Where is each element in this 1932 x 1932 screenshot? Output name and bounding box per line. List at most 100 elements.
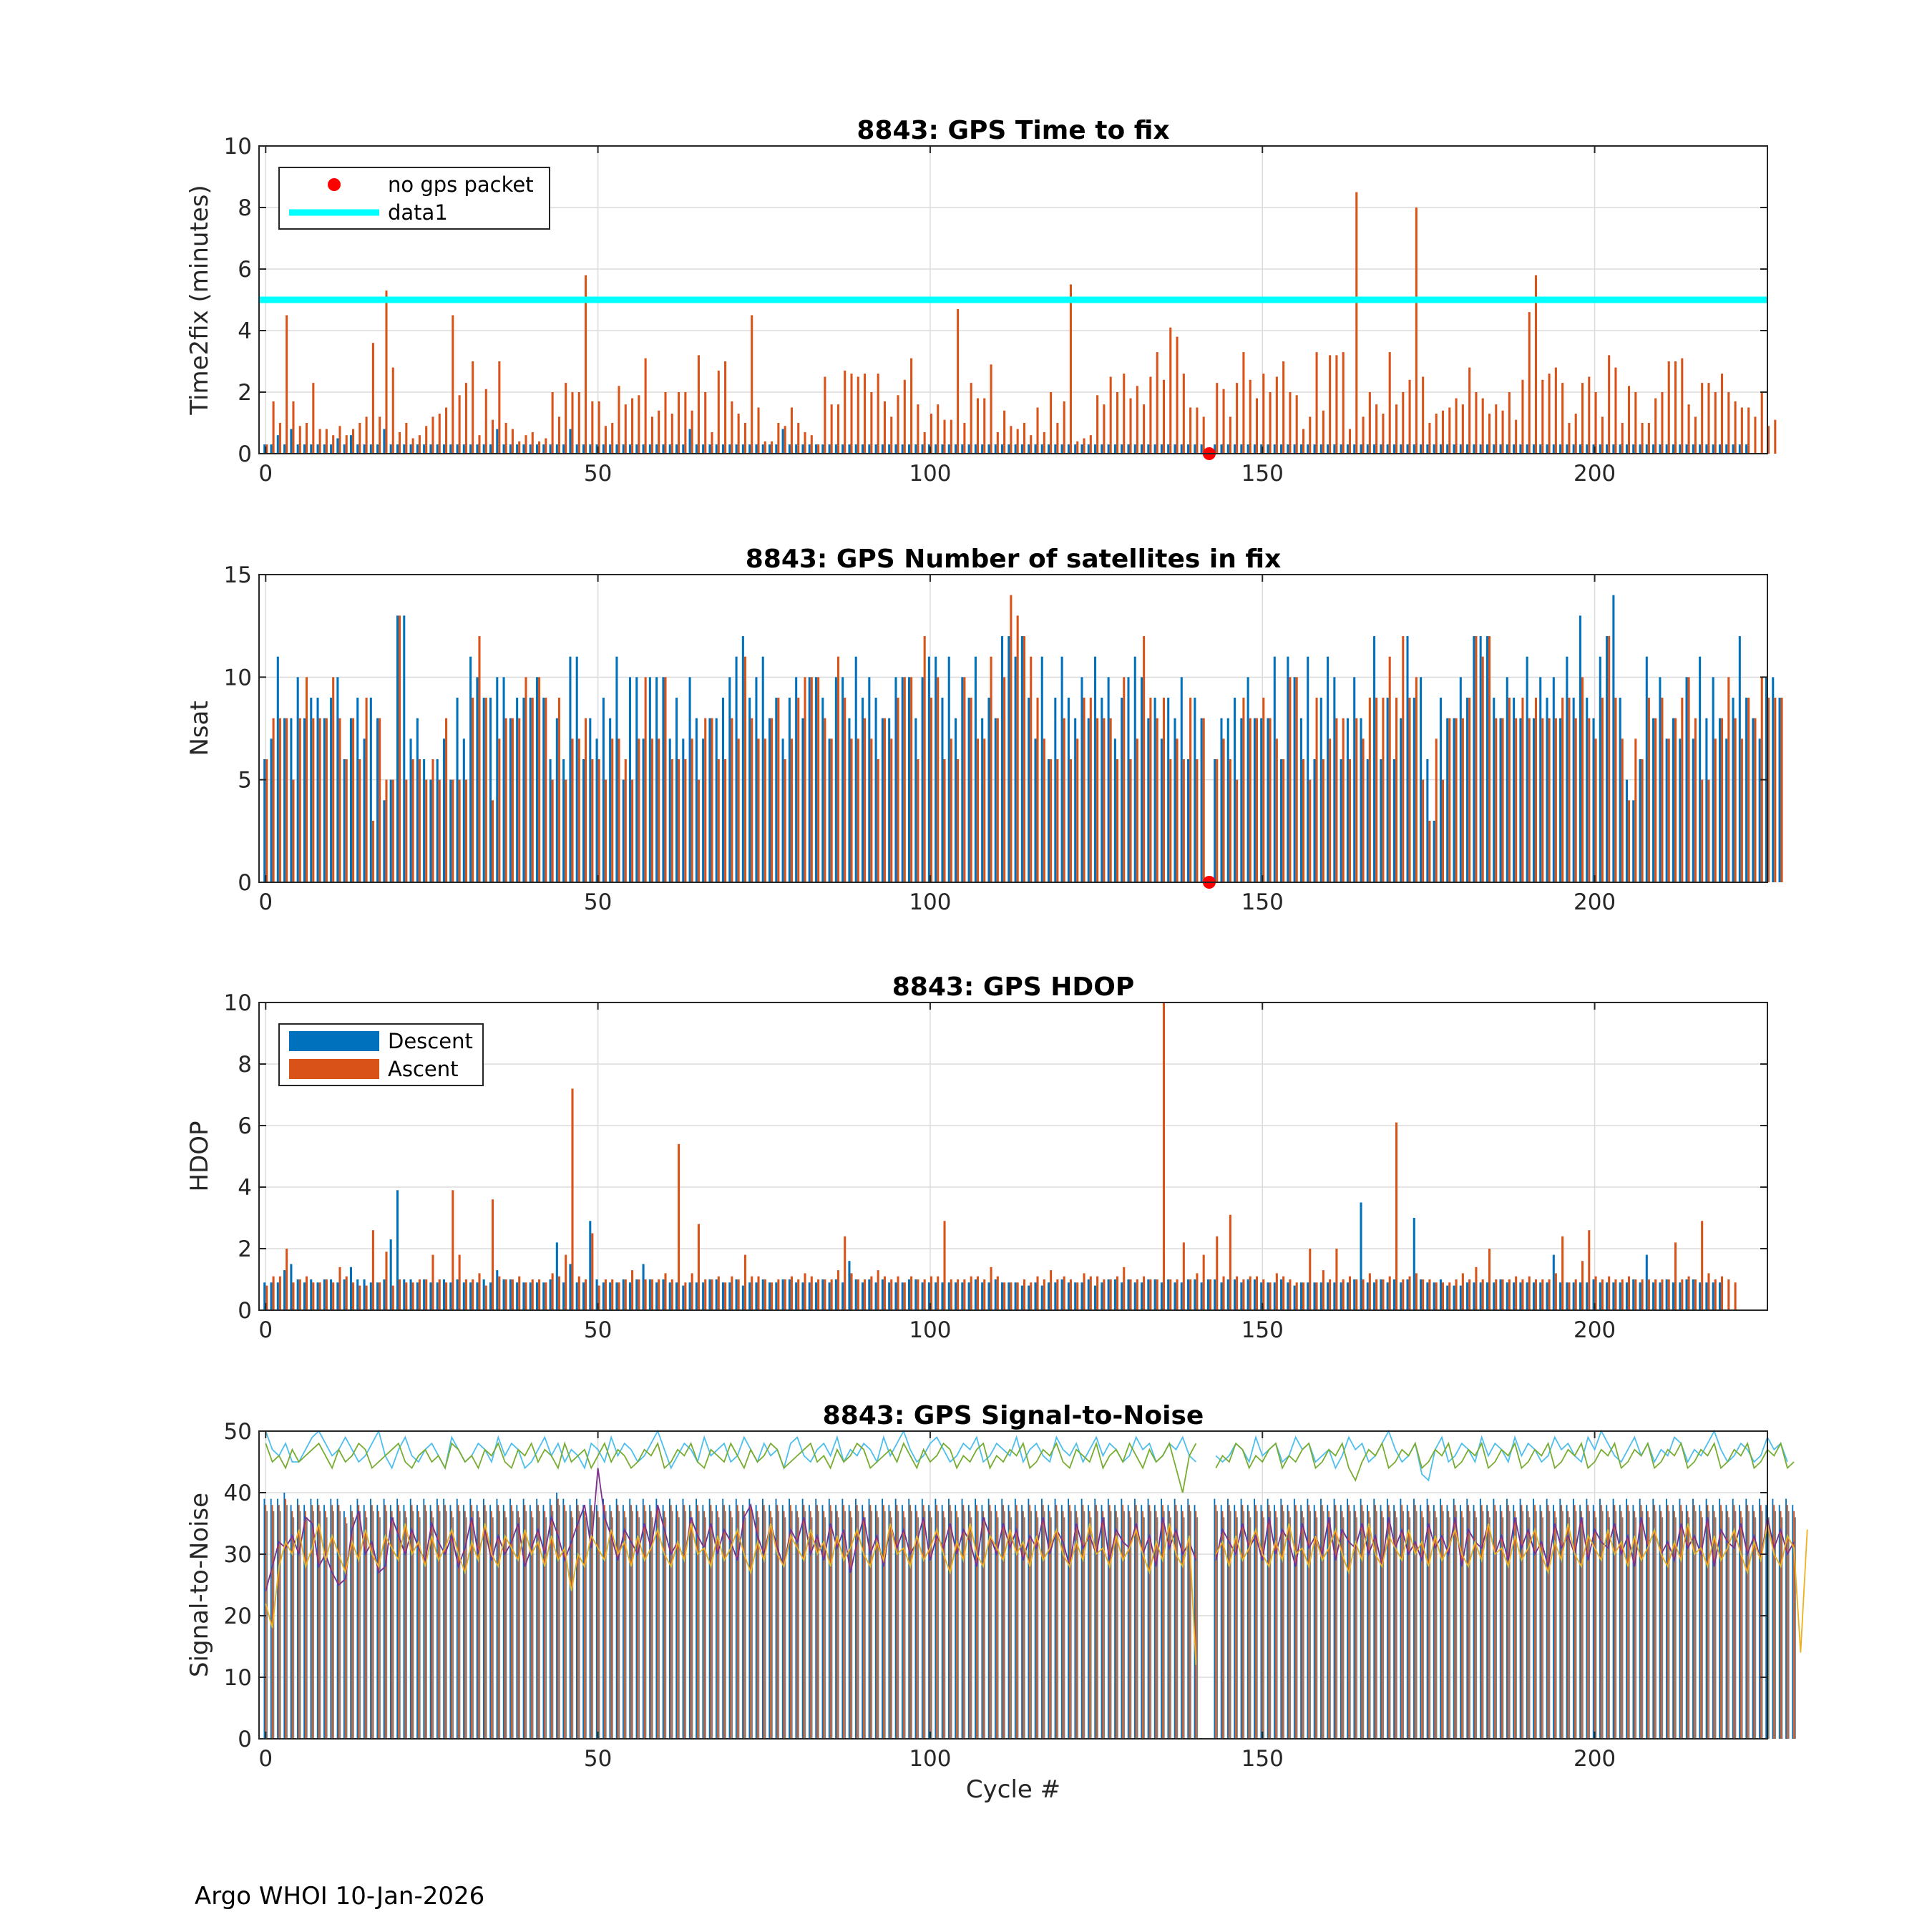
snr-bar-3 bbox=[538, 1511, 540, 1739]
snr-bar-1 bbox=[1347, 1498, 1349, 1739]
snr-bar-2 bbox=[710, 1505, 712, 1739]
snr-bar-3 bbox=[984, 1517, 985, 1739]
legend-label: Ascent bbox=[388, 1057, 458, 1081]
ascent-bar bbox=[478, 1273, 481, 1310]
ascent-bar bbox=[1501, 718, 1504, 882]
ascent-bar bbox=[1269, 718, 1272, 882]
descent-bar bbox=[263, 1282, 266, 1310]
ascent-bar bbox=[1056, 1279, 1059, 1310]
snr-bar-1 bbox=[1240, 1498, 1242, 1739]
ascent-bar bbox=[751, 1276, 753, 1310]
descent-bar bbox=[642, 444, 645, 454]
snr-bar-3 bbox=[1057, 1511, 1059, 1739]
snr-bar-3 bbox=[1508, 1511, 1511, 1739]
descent-bar bbox=[609, 718, 612, 882]
ascent-bar bbox=[957, 759, 960, 882]
ascent-bar bbox=[1109, 718, 1112, 882]
snr-bar-3 bbox=[1369, 1517, 1371, 1739]
descent-bar bbox=[1380, 444, 1382, 454]
ascent-bar bbox=[345, 435, 348, 454]
snr-bar-1 bbox=[914, 1505, 917, 1739]
snr-bar-3 bbox=[924, 1511, 926, 1739]
descent-bar bbox=[496, 677, 499, 882]
ascent-bar bbox=[1641, 1279, 1644, 1310]
snr-bar-2 bbox=[969, 1511, 971, 1739]
descent-bar bbox=[442, 738, 446, 882]
snr-bar-2 bbox=[1075, 1511, 1078, 1739]
descent-bar bbox=[1559, 1282, 1562, 1310]
snr-bar-2 bbox=[617, 1505, 619, 1739]
descent-bar bbox=[967, 698, 970, 882]
descent-bar bbox=[1439, 698, 1442, 882]
descent-bar bbox=[1400, 1282, 1402, 1310]
snr-bar-2 bbox=[584, 1511, 585, 1739]
snr-bar-1 bbox=[1685, 1505, 1687, 1739]
ascent-bar bbox=[1641, 423, 1644, 454]
footer-text: Argo WHOI 10-Jan-2026 bbox=[195, 1882, 485, 1911]
ascent-bar bbox=[604, 779, 607, 882]
snr-bar-1 bbox=[1320, 1498, 1322, 1739]
snr-bar-2 bbox=[1488, 1511, 1489, 1739]
snr-bar-2 bbox=[1521, 1505, 1523, 1739]
descent-bar bbox=[808, 1282, 811, 1310]
descent-bar bbox=[1001, 444, 1004, 454]
descent-bar bbox=[947, 1282, 950, 1310]
descent-bar bbox=[1067, 698, 1070, 882]
ascent-bar bbox=[1342, 718, 1345, 882]
ascent-bar bbox=[711, 431, 713, 454]
ascent-bar bbox=[1295, 395, 1298, 454]
y-tick-label: 4 bbox=[238, 318, 252, 344]
descent-bar bbox=[296, 444, 299, 454]
ascent-bar bbox=[278, 1276, 281, 1310]
descent-bar bbox=[429, 444, 432, 454]
ascent-bar bbox=[903, 1282, 906, 1310]
descent-bar bbox=[1307, 656, 1309, 882]
descent-bar bbox=[529, 698, 532, 882]
snr-bar-1 bbox=[1433, 1505, 1435, 1739]
snr-bar-2 bbox=[643, 1505, 645, 1739]
snr-bar-3 bbox=[758, 1517, 760, 1739]
descent-bar bbox=[1226, 444, 1229, 454]
descent-bar bbox=[1267, 444, 1269, 454]
descent-bar bbox=[961, 677, 964, 882]
descent-bar bbox=[1625, 444, 1628, 454]
snr-bar-2 bbox=[597, 1511, 599, 1739]
ascent-bar bbox=[1222, 1276, 1225, 1310]
ascent-bar bbox=[464, 779, 467, 882]
ascent-bar bbox=[1043, 431, 1045, 454]
ascent-bar bbox=[405, 1282, 408, 1310]
ascent-bar bbox=[1036, 1276, 1039, 1310]
snr-bar-3 bbox=[1482, 1511, 1484, 1739]
descent-bar bbox=[668, 1282, 671, 1310]
ascent-bar bbox=[1229, 759, 1231, 882]
descent-bar bbox=[1327, 1282, 1330, 1310]
snr-bar-2 bbox=[936, 1505, 938, 1739]
descent-bar bbox=[1346, 718, 1349, 882]
ascent-bar bbox=[1275, 1273, 1278, 1310]
ascent-bar bbox=[318, 718, 321, 882]
descent-bar bbox=[1712, 677, 1714, 882]
ascent-bar bbox=[1488, 1249, 1491, 1310]
descent-bar bbox=[1712, 444, 1714, 454]
snr-bar-1 bbox=[1592, 1505, 1594, 1739]
snr-bar-2 bbox=[1169, 1511, 1171, 1739]
descent-bar bbox=[775, 1282, 778, 1310]
ascent-bar bbox=[1521, 698, 1524, 882]
snr-bar-3 bbox=[1688, 1517, 1690, 1739]
ascent-bar bbox=[1581, 1261, 1584, 1310]
descent-bar bbox=[482, 698, 485, 882]
ascent-bar bbox=[504, 718, 507, 882]
descent-bar bbox=[955, 718, 957, 882]
ascent-bar bbox=[684, 1282, 687, 1310]
ascent-bar bbox=[585, 718, 587, 882]
descent-bar bbox=[861, 698, 864, 882]
ascent-bar bbox=[365, 416, 368, 454]
ascent-bar bbox=[1455, 1279, 1458, 1310]
snr-bar-1 bbox=[781, 1505, 784, 1739]
snr-bar-2 bbox=[1142, 1511, 1144, 1739]
descent-bar bbox=[1246, 1279, 1249, 1310]
snr-bar-1 bbox=[642, 1498, 644, 1739]
ascent-bar bbox=[1694, 416, 1697, 454]
descent-bar bbox=[349, 1267, 353, 1310]
